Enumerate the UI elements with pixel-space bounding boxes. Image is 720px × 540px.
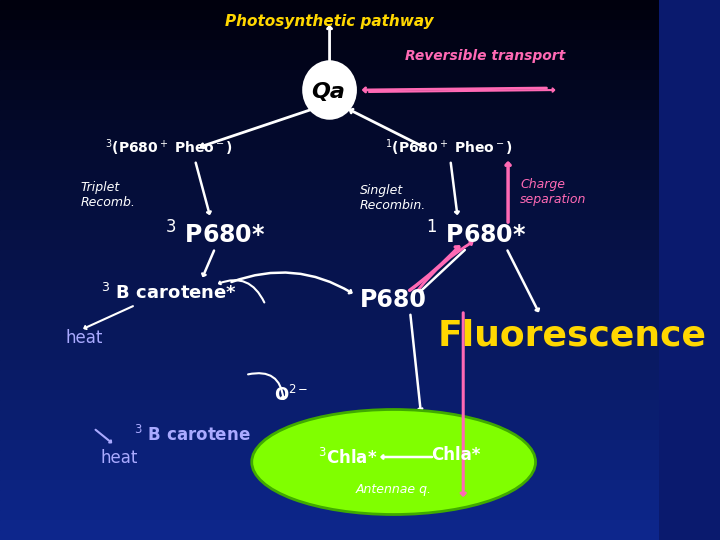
Bar (0, 70, 659, 80)
Bar (0, 220, 659, 230)
Bar (0, 400, 659, 410)
Bar (0, 410, 659, 420)
Text: heat: heat (66, 329, 103, 347)
Bar (0, 330, 659, 340)
Bar (0, 30, 659, 40)
Bar (0, 20, 659, 30)
Bar (0, 490, 659, 500)
Bar (0, 160, 659, 170)
Bar (0, 0, 659, 10)
Bar (0, 440, 659, 450)
Text: Antennae q.: Antennae q. (356, 483, 432, 496)
Text: Reversible transport: Reversible transport (405, 49, 565, 63)
Bar (0, 390, 659, 400)
Bar (0, 90, 659, 100)
Bar (0, 140, 659, 150)
Text: Charge
separation: Charge separation (520, 178, 586, 206)
Bar (0, 430, 659, 440)
Text: Chla*: Chla* (431, 446, 480, 464)
Bar (0, 420, 659, 430)
Bar (0, 290, 659, 300)
Bar (0, 480, 659, 490)
Text: Triplet
Recomb.: Triplet Recomb. (81, 181, 135, 209)
Bar (0, 500, 659, 510)
Bar (0, 450, 659, 460)
Bar (0, 350, 659, 360)
Bar (0, 190, 659, 200)
Bar (0, 210, 659, 220)
Text: $^3$Chla*: $^3$Chla* (318, 448, 377, 468)
Text: $^3$ B carotene*: $^3$ B carotene* (102, 283, 238, 303)
Bar (0, 120, 659, 130)
Text: heat: heat (101, 449, 138, 467)
Bar (0, 510, 659, 520)
Bar (0, 10, 659, 20)
Bar (0, 270, 659, 280)
Bar (0, 530, 659, 540)
Bar (0, 200, 659, 210)
Bar (0, 80, 659, 90)
Text: O$^{2-}$: O$^{2-}$ (274, 385, 308, 405)
Bar (0, 250, 659, 260)
Bar (0, 110, 659, 120)
Bar (0, 60, 659, 70)
Bar (0, 40, 659, 50)
Text: P680: P680 (360, 288, 427, 312)
Text: $^1$ P680*: $^1$ P680* (426, 221, 526, 248)
Text: Singlet
Recombin.: Singlet Recombin. (360, 184, 426, 212)
Bar (0, 170, 659, 180)
Bar (0, 230, 659, 240)
Text: Fluorescence: Fluorescence (438, 318, 706, 352)
Text: Photosynthetic pathway: Photosynthetic pathway (225, 14, 434, 29)
Bar (0, 370, 659, 380)
Bar (0, 360, 659, 370)
Bar (0, 460, 659, 470)
Bar (0, 280, 659, 290)
Bar (0, 380, 659, 390)
Bar (0, 180, 659, 190)
Bar (0, 50, 659, 60)
Bar (0, 300, 659, 310)
Bar (0, 340, 659, 350)
Text: $^3$(P680$^+$ Pheo$^-$): $^3$(P680$^+$ Pheo$^-$) (105, 138, 233, 158)
Bar (0, 150, 659, 160)
Bar (0, 520, 659, 530)
Text: $^3$ P680*: $^3$ P680* (165, 221, 265, 248)
Bar (0, 130, 659, 140)
Text: $^1$(P680$^+$ Pheo$^-$): $^1$(P680$^+$ Pheo$^-$) (384, 138, 513, 158)
Bar (0, 100, 659, 110)
Bar (0, 320, 659, 330)
Bar (0, 470, 659, 480)
Ellipse shape (252, 409, 536, 515)
Bar (0, 310, 659, 320)
Bar (0, 260, 659, 270)
Text: $^3$ B carotene: $^3$ B carotene (134, 425, 251, 445)
Circle shape (304, 62, 355, 118)
Text: Qa: Qa (311, 82, 345, 102)
Bar (0, 240, 659, 250)
